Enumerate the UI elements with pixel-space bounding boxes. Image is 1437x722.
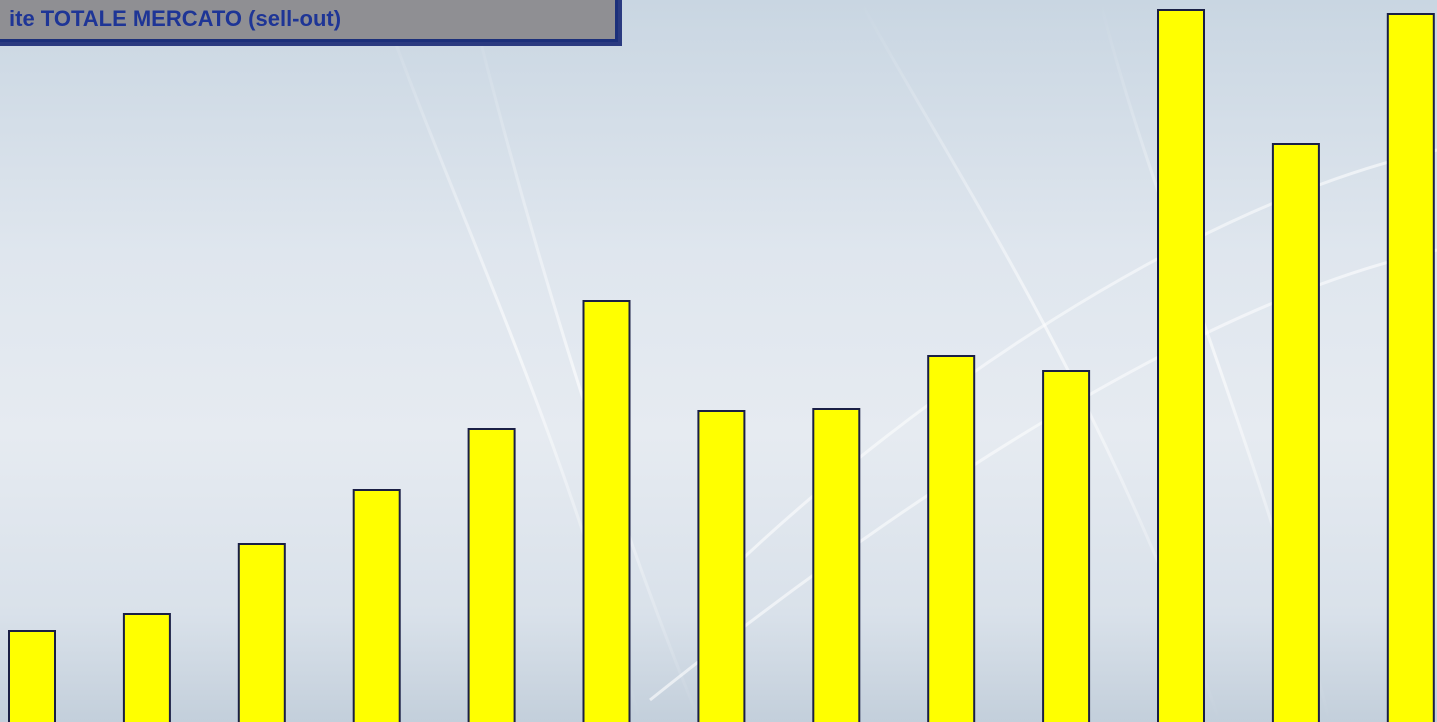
bar [239, 544, 285, 722]
bar [1158, 10, 1204, 722]
bar [1388, 14, 1434, 722]
bar [813, 409, 859, 722]
bar [354, 490, 400, 722]
chart-title: ite TOTALE MERCATO (sell-out) [0, 0, 618, 42]
chart [0, 0, 1437, 722]
bar [9, 631, 55, 722]
bar [584, 301, 630, 722]
bar [1273, 144, 1319, 722]
bar [698, 411, 744, 722]
bar [469, 429, 515, 722]
bar [1043, 371, 1089, 722]
page: ite TOTALE MERCATO (sell-out) [0, 0, 1437, 722]
bar [928, 356, 974, 722]
bar [124, 614, 170, 722]
